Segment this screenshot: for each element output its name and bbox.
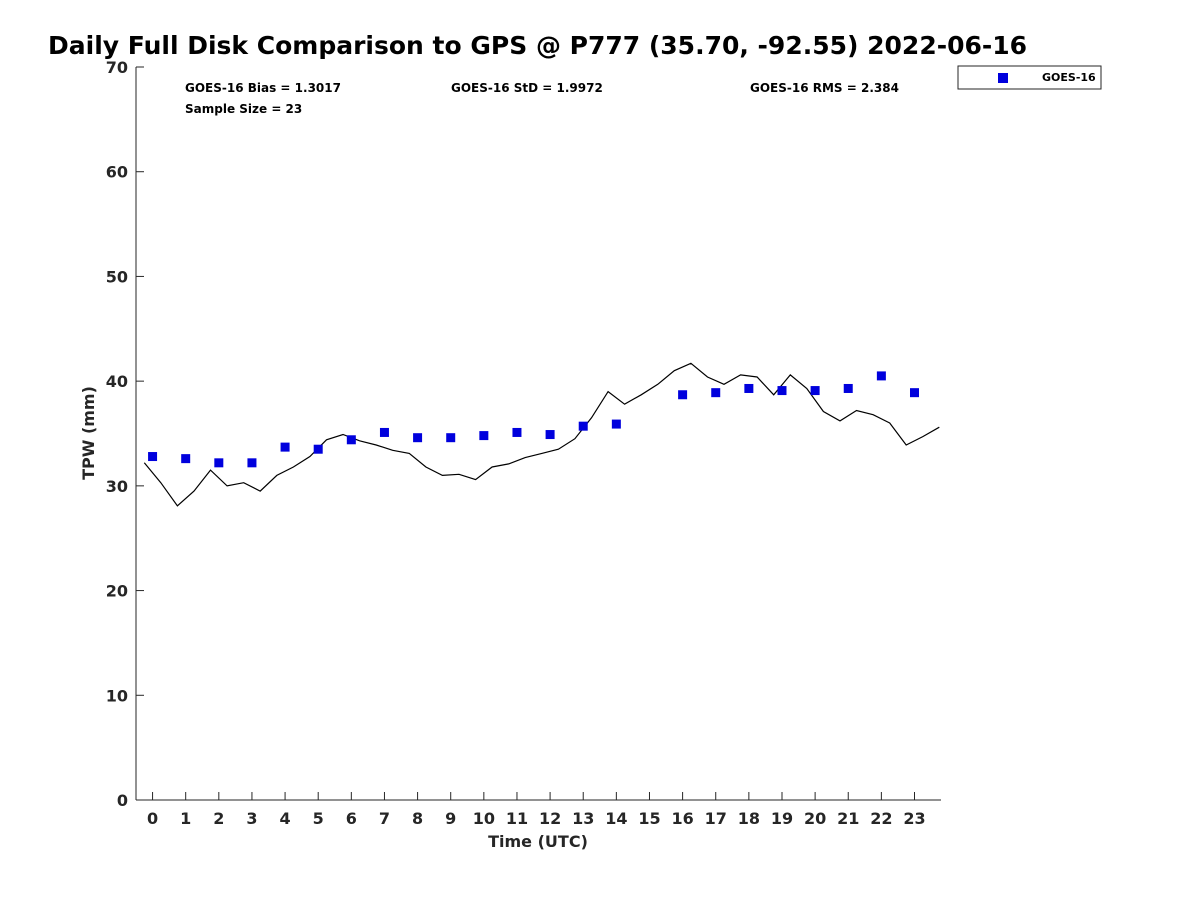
goes16-marker: [379, 427, 389, 437]
y-axis-label: TPW (mm): [79, 386, 98, 480]
sample-size-annotation: Sample Size = 23: [185, 102, 302, 116]
x-tick-label: 20: [804, 809, 826, 828]
plot-area: [143, 362, 940, 507]
goes16-marker: [744, 383, 754, 393]
goes16-marker: [611, 419, 621, 429]
x-tick-label: 23: [903, 809, 925, 828]
x-tick-label: 9: [445, 809, 456, 828]
goes16-marker: [346, 435, 356, 445]
x-axis-label: Time (UTC): [488, 832, 588, 851]
x-tick-label: 7: [379, 809, 390, 828]
y-tick-label: 20: [106, 582, 128, 601]
chart-title: Daily Full Disk Comparison to GPS @ P777…: [48, 31, 1027, 60]
x-tick-label: 5: [313, 809, 324, 828]
goes16-marker: [777, 386, 787, 396]
x-tick-label: 1: [180, 809, 191, 828]
goes16-marker: [280, 442, 290, 452]
legend: GOES-16: [957, 65, 1102, 90]
rms-annotation: GOES-16 RMS = 2.384: [750, 81, 899, 95]
goes16-marker: [148, 452, 158, 462]
legend-label-goes16: GOES-16: [1042, 71, 1096, 84]
y-tick-label: 10: [106, 686, 128, 705]
y-tick-label: 50: [106, 267, 128, 286]
x-tick-label: 14: [605, 809, 627, 828]
x-tick-label: 8: [412, 809, 423, 828]
goes16-marker: [545, 430, 555, 440]
goes16-marker: [876, 371, 886, 381]
goes16-marker: [678, 390, 688, 400]
stats-annotations: GOES-16 Bias = 1.3017 GOES-16 StD = 1.99…: [185, 81, 899, 116]
y-tick-label: 60: [106, 163, 128, 182]
goes16-marker: [214, 458, 224, 468]
marker-layer: [148, 371, 919, 468]
legend-marker-goes16: [998, 73, 1008, 83]
x-tick-label: 3: [246, 809, 257, 828]
bias-annotation: GOES-16 Bias = 1.3017: [185, 81, 341, 95]
goes16-marker: [181, 454, 191, 464]
goes16-marker: [810, 386, 820, 396]
x-tick-label: 21: [837, 809, 859, 828]
x-tick-label: 10: [473, 809, 495, 828]
goes16-marker: [413, 433, 423, 443]
x-tick-label: 17: [705, 809, 727, 828]
x-tick-label: 13: [572, 809, 594, 828]
x-tick-label: 11: [506, 809, 528, 828]
x-tick-label: 18: [738, 809, 760, 828]
x-tick-label: 0: [147, 809, 158, 828]
x-tick-label: 6: [346, 809, 357, 828]
x-tick-label: 15: [638, 809, 660, 828]
legend-box: [957, 65, 1102, 90]
y-tick-label: 40: [106, 372, 128, 391]
x-tick-label: 4: [280, 809, 291, 828]
x-tick-label: 22: [870, 809, 892, 828]
y-tick-label: 70: [106, 58, 128, 77]
goes16-marker: [512, 427, 522, 437]
goes16-marker: [247, 458, 257, 468]
line-layer: [143, 362, 940, 507]
y-ticks: 0 10 20 30 40 50 60 70: [106, 58, 144, 810]
x-ticks: 0 1 2 3 4 5 6 7 8 9 10 11 12 13 14 15 16 17 18 19 20 21 22 23: [147, 792, 926, 828]
goes16-marker: [711, 388, 721, 398]
goes16-marker: [446, 433, 456, 443]
goes16-marker: [843, 383, 853, 393]
x-tick-label: 2: [213, 809, 224, 828]
y-tick-label: 0: [117, 791, 128, 810]
std-annotation: GOES-16 StD = 1.9972: [451, 81, 603, 95]
x-tick-label: 16: [671, 809, 693, 828]
goes16-marker: [578, 421, 588, 431]
x-tick-label: 19: [771, 809, 793, 828]
x-tick-label: 12: [539, 809, 561, 828]
y-tick-label: 30: [106, 477, 128, 496]
goes16-marker: [313, 444, 323, 454]
goes16-marker: [909, 388, 919, 398]
goes16-marker: [479, 431, 489, 441]
gps-tpw-line: [143, 362, 940, 507]
